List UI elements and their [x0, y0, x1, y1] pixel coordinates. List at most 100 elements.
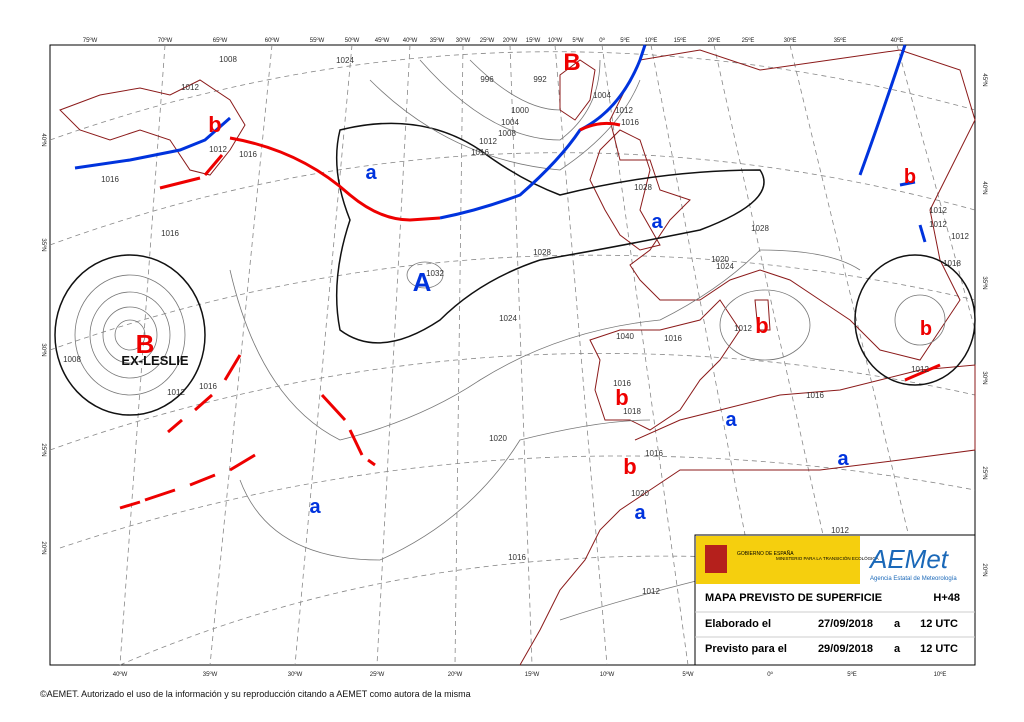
info-box: GOBIERNO DE ESPAÑA MINISTERIO PARA LA TR… [694, 534, 976, 666]
isobar-label: 1004 [501, 118, 519, 127]
isobar-label: 992 [533, 75, 547, 84]
pressure-center: a [634, 502, 646, 524]
info-range: H+48 [933, 592, 960, 604]
pressure-center: a [651, 211, 663, 233]
top-axis-label: 45ºW [375, 37, 390, 44]
top-axis-label: 15ºE [674, 37, 687, 44]
info-cell: a [894, 643, 901, 655]
pressure-center: b [904, 166, 916, 188]
aemet-logo: AEMet [868, 544, 950, 574]
isobars [54, 59, 976, 621]
aemet-sub: Agencia Estatal de Meteorología [870, 576, 957, 582]
right-axis-label: 45ºN [981, 73, 988, 86]
isobar-label: 1024 [716, 262, 734, 271]
isobar-label: 1000 [511, 106, 529, 115]
left-axis-label: 35ºN [40, 238, 47, 251]
isobar-label: 1040 [616, 332, 634, 341]
bottom-axis-label: 5ºW [682, 671, 694, 678]
top-axis-label: 65ºW [213, 37, 228, 44]
right-axis-label: 25ºN [981, 466, 988, 479]
top-axis-label: 15ºW [526, 37, 541, 44]
isobar-label: 1012 [951, 232, 969, 241]
pressure-center: B [563, 49, 580, 76]
isobar-label: 1012 [911, 365, 929, 374]
isobar-label: 1020 [489, 434, 507, 443]
left-axis-label: 30ºN [40, 343, 47, 356]
bottom-axis-label: 35ºW [203, 671, 218, 678]
isobar-label: 1016 [471, 148, 489, 157]
isobar-label: 1012 [209, 145, 227, 154]
isobar-label: 1012 [181, 83, 199, 92]
isobar-label: 1008 [498, 129, 516, 138]
info-cell: 12 UTC [920, 618, 958, 630]
top-axis-label: 20ºW [503, 37, 518, 44]
ministerio: MINISTERIO PARA LA TRANSICIÓN ECOLÓGICA [776, 555, 879, 561]
isobar-label: 1018 [943, 259, 961, 268]
map-frame [49, 44, 976, 666]
pressure-center: B [136, 329, 155, 359]
isobar-label: 1008 [63, 355, 81, 364]
gobierno: GOBIERNO DE ESPAÑA [737, 550, 794, 557]
isobar-label: 1016 [508, 553, 526, 562]
pressure-center: a [725, 409, 737, 431]
isobar-label: 1016 [645, 449, 663, 458]
top-axis-label: 10ºE [645, 37, 658, 44]
isobar-label: 1028 [634, 183, 652, 192]
isobar-label: 1016 [613, 379, 631, 388]
isobar-label: 1012 [734, 324, 752, 333]
isobar-label: 1012 [929, 206, 947, 215]
pressure-center: b [208, 112, 221, 137]
isobar-label: 1018 [623, 407, 641, 416]
bottom-axis-label: 30ºW [288, 671, 303, 678]
info-cell: a [894, 618, 901, 630]
info-cell: Elaborado el [705, 618, 771, 630]
pressure-center: b [755, 313, 768, 338]
isobar-label: 1012 [615, 106, 633, 115]
pressure-center: b [920, 318, 932, 340]
top-axis-label: 10ºW [548, 37, 563, 44]
top-axis-label: 5ºE [620, 37, 630, 44]
top-axis-label: 55ºW [310, 37, 325, 44]
top-axis-label: 60ºW [265, 37, 280, 44]
right-axis-label: 35ºN [981, 276, 988, 289]
isobar-label: 1020 [631, 489, 649, 498]
top-axis-label: 70ºW [158, 37, 173, 44]
top-axis-label: 50ºW [345, 37, 360, 44]
right-axis-label: 30ºN [981, 371, 988, 384]
isobar-label: 1020 [711, 255, 729, 264]
info-cell: 27/09/2018 [818, 618, 873, 630]
isobar-label: 1024 [499, 314, 517, 323]
left-axis-label: 20ºN [40, 541, 47, 554]
isobar-label: 1004 [593, 91, 611, 100]
pressure-center: b [615, 385, 628, 410]
left-axis-label: 25ºN [40, 443, 47, 456]
top-axis-label: 40ºW [403, 37, 418, 44]
isobar-label: 1016 [806, 391, 824, 400]
pressure-center: a [309, 496, 321, 518]
right-axis-label: 20ºN [981, 563, 988, 576]
top-axis-label: 35ºE [834, 37, 847, 44]
info-cell: Previsto para el [705, 643, 787, 655]
pressure-center: a [365, 162, 377, 184]
info-title: MAPA PREVISTO DE SUPERFICIE [705, 592, 882, 604]
top-axis-label: 25ºE [742, 37, 755, 44]
top-axis-label: 25ºW [480, 37, 495, 44]
isobar-label: 1016 [199, 382, 217, 391]
storm-name: EX-LESLIE [121, 353, 189, 368]
isobar-label: 1028 [533, 248, 551, 257]
isobar-label: 1012 [831, 526, 849, 535]
right-axis-label: 40ºN [981, 181, 988, 194]
bottom-axis-label: 10ºE [934, 671, 947, 678]
bottom-axis-label: 20ºW [448, 671, 463, 678]
copyright: ©AEMET. Autorizado el uso de la informac… [40, 689, 471, 699]
top-axis-label: 40ºE [891, 37, 904, 44]
isobar-label: 1008 [219, 55, 237, 64]
pressure-center: A [413, 267, 432, 297]
left-axis-label: 40ºN [40, 133, 47, 146]
top-axis-label: 20ºE [708, 37, 721, 44]
isobar-label: 1012 [929, 220, 947, 229]
isobar-label: 1028 [751, 224, 769, 233]
isobar-label: 996 [480, 75, 494, 84]
isobar-label: 1016 [621, 118, 639, 127]
